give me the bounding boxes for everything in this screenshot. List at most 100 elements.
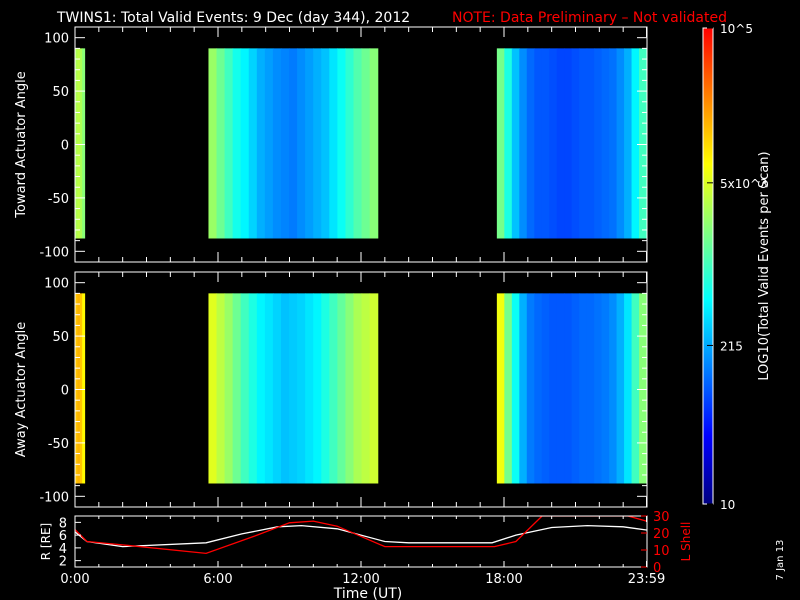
heatmap-cell (579, 48, 588, 239)
heatmap-cell (594, 293, 603, 484)
heatmap-cell (511, 48, 520, 239)
y-tick-label: -100 (39, 490, 69, 505)
heatmap-cell (549, 293, 558, 484)
x-tick-label: 18:00 (485, 572, 522, 587)
heatmap-cell (534, 48, 543, 239)
y-axis-label: Toward Actuator Angle (14, 71, 29, 218)
heatmap-cell (216, 293, 226, 484)
colorbar: LOG10(Total Valid Events per Scan) 10^5 5… (702, 22, 772, 512)
heatmap-cell (240, 293, 250, 484)
heatmap-cell (289, 48, 298, 239)
heatmap-cell (586, 293, 595, 484)
heatmap-cell (82, 48, 86, 239)
y-tick-label: 100 (44, 32, 69, 47)
heatmap-cell (631, 48, 640, 239)
y-tick-label: -50 (48, 437, 69, 452)
heatmap-cell (224, 48, 234, 239)
y-left-tick-label: 4 (59, 542, 67, 557)
heatmap-cell (305, 48, 314, 239)
heatmap-cell (361, 293, 371, 484)
y-right-tick-label: 10 (653, 544, 670, 559)
y-axis-label: Away Actuator Angle (14, 322, 29, 457)
heatmap-cell (280, 48, 290, 239)
heatmap-cell (77, 48, 81, 239)
heatmap-cell (272, 48, 282, 239)
heatmap-cell (345, 48, 355, 239)
heatmap-cell (571, 48, 580, 239)
heatmap-cell (208, 48, 218, 239)
colorbar-tick-label: 215 (720, 339, 743, 353)
x-tick-label: 0:00 (60, 572, 89, 587)
heatmap-cell (297, 48, 306, 239)
heatmap-cell (519, 48, 528, 239)
colorbar-tick-label: 10 (720, 498, 735, 512)
heatmap-cell (534, 293, 543, 484)
heatmap-cell (280, 293, 290, 484)
y-right-axis-label: L Shell (679, 522, 693, 562)
chart-note: NOTE: Data Preliminary – Not validated (452, 10, 727, 26)
heatmap-cell (564, 48, 573, 239)
colorbar-tick-label: 5x10^3 (720, 177, 768, 191)
heatmap-cell (329, 48, 338, 239)
y-tick-label: -50 (48, 192, 69, 207)
heatmap-cell (601, 48, 610, 239)
heatmap-cell (361, 48, 371, 239)
heatmap-cell (79, 48, 83, 239)
heatmap-cell (496, 48, 505, 239)
heatmap-cell (232, 293, 242, 484)
heatmap-cell (321, 48, 330, 239)
y-left-tick-label: 2 (59, 555, 67, 570)
heatmap-cell (272, 293, 282, 484)
heatmap-cell (639, 48, 648, 239)
y-tick-label: 50 (52, 85, 69, 100)
heatmap-cell (639, 293, 648, 484)
heatmap-cell (519, 293, 528, 484)
heatmap-cell (240, 48, 250, 239)
x-tick-label: 23:59 (628, 572, 665, 587)
heatmap-cell (337, 293, 347, 484)
heatmap-cell (353, 48, 363, 239)
heatmap-cell (624, 293, 633, 484)
r-series-line (75, 524, 647, 548)
heatmap-cell (369, 293, 379, 484)
heatmap-cell (313, 293, 322, 484)
y-right-tick-label: 30 (653, 510, 670, 525)
heatmap-cell (526, 48, 535, 239)
heatmap-cell (345, 293, 355, 484)
heatmap-cell (541, 293, 550, 484)
heatmap-cell (496, 293, 505, 484)
y-right-tick-label: 0 (653, 561, 661, 576)
heatmap-cell (208, 293, 218, 484)
x-axis-label: Time (UT) (333, 586, 402, 600)
heatmap-cell (556, 293, 565, 484)
heatmap-cell (305, 293, 314, 484)
heatmap-cell (232, 48, 242, 239)
heatmap-cell (353, 293, 363, 484)
heatmap-cell (586, 48, 595, 239)
heatmap-cell (556, 48, 565, 239)
heatmap-cell (337, 48, 347, 239)
y-right-tick-label: 20 (653, 527, 670, 542)
y-tick-label: 100 (44, 277, 69, 292)
heatmap-cell (248, 48, 258, 239)
heatmap-cell (616, 293, 625, 484)
heatmap-cell (549, 48, 558, 239)
heatmap-cell (329, 293, 338, 484)
heatmap-cell (79, 293, 83, 484)
heatmap-cell (624, 48, 633, 239)
y-left-tick-label: 6 (59, 529, 67, 544)
y-tick-label: 50 (52, 330, 69, 345)
heatmap-cell (224, 293, 234, 484)
heatmap-cell (594, 48, 603, 239)
heatmap-cell (256, 48, 266, 239)
heatmap-cell (631, 293, 640, 484)
heatmap-cell (369, 48, 379, 239)
heatmap-cell (256, 293, 266, 484)
heatmap-cell (289, 293, 298, 484)
heatmap-cell (609, 48, 618, 239)
y-tick-label: 0 (61, 139, 69, 154)
heatmap-cell (264, 48, 274, 239)
y-left-axis-label: R [RE] (39, 523, 53, 560)
